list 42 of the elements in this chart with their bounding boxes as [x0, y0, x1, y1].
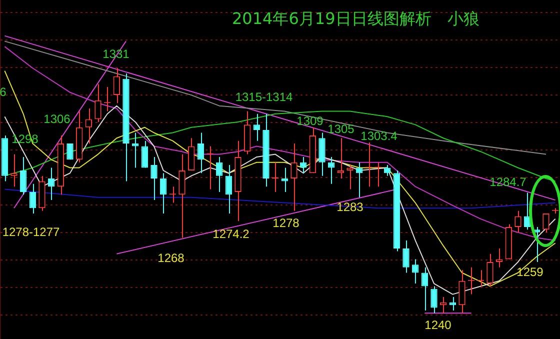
candlestick — [290, 143, 298, 212]
annotation: 1240 — [424, 318, 452, 332]
candlestick — [94, 84, 102, 122]
candlestick — [113, 68, 120, 104]
candlestick — [458, 270, 466, 314]
candlestick — [29, 183, 36, 214]
candlestick — [430, 286, 438, 314]
text: 2014年6月19日日线图解析 小狼 — [232, 9, 480, 28]
candlestick — [272, 162, 279, 192]
candlestick — [533, 226, 540, 262]
candlestick — [66, 143, 74, 160]
candlestick — [141, 140, 148, 168]
candlestick — [160, 172, 167, 214]
candlestick — [421, 266, 428, 311]
candlestick — [197, 132, 204, 174]
annotation: 1284.7 — [490, 175, 527, 189]
annotation: 1268 — [158, 251, 185, 265]
candlestick — [300, 156, 307, 174]
candlestick — [225, 164, 232, 214]
candlestick — [85, 108, 92, 144]
annotation: 1303.4 — [360, 129, 398, 143]
candlestick — [188, 138, 195, 171]
candlestick — [402, 240, 410, 274]
candlestick — [150, 156, 158, 201]
annotation: 1259 — [516, 265, 544, 279]
annotation: 1306 — [44, 112, 71, 126]
candlestick — [216, 156, 223, 192]
annotation: 1305 — [328, 122, 355, 136]
annotation: 1278 — [272, 216, 300, 230]
candlestick — [328, 156, 335, 184]
candlestick — [412, 258, 419, 284]
annotation: 1315-1314 — [235, 90, 294, 104]
candlestick — [178, 154, 186, 238]
annotation: 1278-1277 — [2, 225, 60, 239]
annotation: 1274.2 — [212, 227, 250, 241]
candlestick — [318, 132, 326, 176]
candlestick — [10, 154, 18, 188]
candlestick — [20, 156, 27, 196]
candlestick — [486, 253, 494, 287]
candlestick — [542, 213, 550, 233]
candlestick — [253, 113, 260, 142]
candlestick — [48, 167, 55, 201]
